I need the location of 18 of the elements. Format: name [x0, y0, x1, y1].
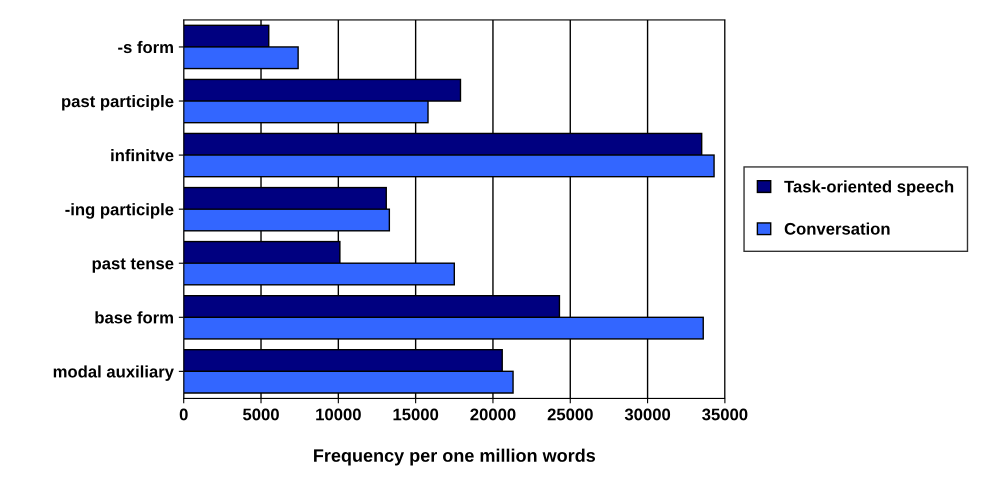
legend-label: Task-oriented speech: [784, 180, 954, 196]
x-tick-label: 25000: [548, 408, 593, 420]
y-tick-label: -ing participle: [65, 203, 174, 219]
x-tick-label: 20000: [470, 408, 516, 420]
x-tick-label: 35000: [702, 408, 748, 420]
y-tick-label: infinitve: [111, 149, 174, 162]
y-tick-label: -s form: [118, 40, 173, 54]
y-tick-label: modal auxiliary: [54, 365, 174, 381]
y-tick-label: past tense: [92, 258, 174, 273]
x-tick-label: 10000: [316, 408, 361, 420]
x-tick-label: 5000: [242, 408, 279, 420]
x-tick-label: 15000: [394, 408, 438, 420]
y-tick-label: past participle: [62, 94, 174, 111]
y-tick-label: base form: [95, 311, 173, 324]
x-tick-label: 30000: [624, 408, 670, 420]
legend-label: Conversation: [784, 222, 890, 235]
x-tick-label: 0: [180, 408, 188, 420]
x-axis-title: Frequency per one million words: [314, 448, 596, 466]
